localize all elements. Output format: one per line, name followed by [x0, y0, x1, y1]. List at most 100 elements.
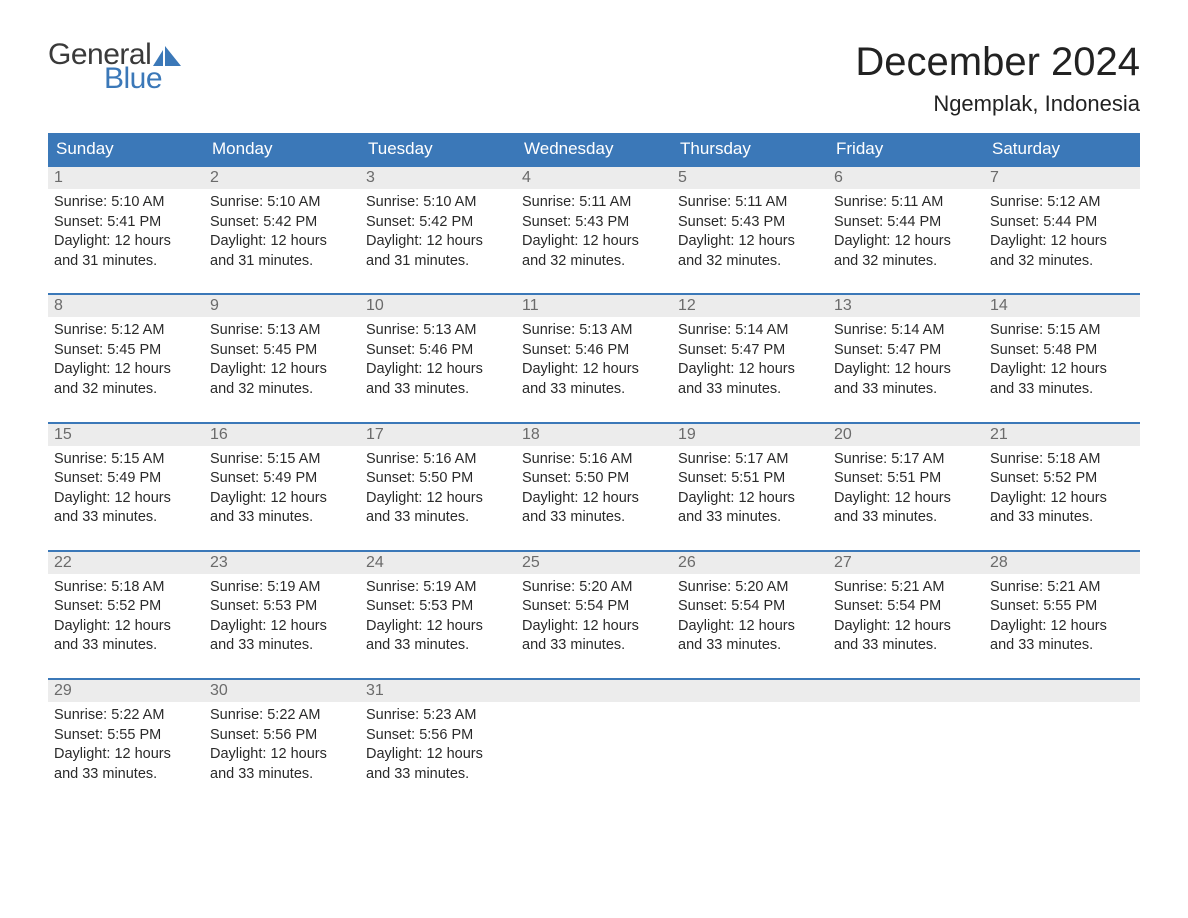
- day-header: Monday: [204, 133, 360, 165]
- daylight-line: Daylight: 12 hours and 32 minutes.: [522, 232, 666, 271]
- sunrise-line: Sunrise: 5:12 AM: [54, 321, 198, 341]
- calendar-cell: 22Sunrise: 5:18 AMSunset: 5:52 PMDayligh…: [48, 552, 204, 664]
- calendar-cell: 1Sunrise: 5:10 AMSunset: 5:41 PMDaylight…: [48, 167, 204, 279]
- day-body: Sunrise: 5:17 AMSunset: 5:51 PMDaylight:…: [828, 446, 984, 536]
- daylight-line: Daylight: 12 hours and 31 minutes.: [366, 232, 510, 271]
- day-number: 23: [204, 552, 360, 574]
- day-body: Sunrise: 5:21 AMSunset: 5:55 PMDaylight:…: [984, 574, 1140, 664]
- calendar-cell: 31Sunrise: 5:23 AMSunset: 5:56 PMDayligh…: [360, 680, 516, 792]
- day-number: 8: [48, 295, 204, 317]
- logo: General Blue: [48, 40, 181, 94]
- sunrise-line: Sunrise: 5:10 AM: [54, 193, 198, 213]
- day-number: 1: [48, 167, 204, 189]
- calendar-cell: 16Sunrise: 5:15 AMSunset: 5:49 PMDayligh…: [204, 424, 360, 536]
- daylight-line: Daylight: 12 hours and 33 minutes.: [366, 745, 510, 784]
- sunrise-line: Sunrise: 5:15 AM: [990, 321, 1134, 341]
- day-number: 30: [204, 680, 360, 702]
- daylight-line: Daylight: 12 hours and 33 minutes.: [678, 617, 822, 656]
- daylight-line: Daylight: 12 hours and 32 minutes.: [54, 360, 198, 399]
- day-body: [984, 702, 1140, 714]
- sunset-line: Sunset: 5:43 PM: [678, 213, 822, 233]
- sunset-line: Sunset: 5:49 PM: [210, 469, 354, 489]
- calendar-cell: 10Sunrise: 5:13 AMSunset: 5:46 PMDayligh…: [360, 295, 516, 407]
- day-number: [516, 680, 672, 702]
- day-body: Sunrise: 5:19 AMSunset: 5:53 PMDaylight:…: [360, 574, 516, 664]
- day-header: Sunday: [48, 133, 204, 165]
- daylight-line: Daylight: 12 hours and 33 minutes.: [834, 489, 978, 528]
- day-number: 28: [984, 552, 1140, 574]
- day-number: 19: [672, 424, 828, 446]
- day-header: Friday: [828, 133, 984, 165]
- day-number: 25: [516, 552, 672, 574]
- sunset-line: Sunset: 5:47 PM: [678, 341, 822, 361]
- daylight-line: Daylight: 12 hours and 33 minutes.: [210, 489, 354, 528]
- daylight-line: Daylight: 12 hours and 33 minutes.: [522, 360, 666, 399]
- calendar-cell: [516, 680, 672, 792]
- month-title: December 2024: [855, 40, 1140, 85]
- header: General Blue December 2024 Ngemplak, Ind…: [48, 40, 1140, 117]
- day-body: Sunrise: 5:13 AMSunset: 5:45 PMDaylight:…: [204, 317, 360, 407]
- sunrise-line: Sunrise: 5:13 AM: [366, 321, 510, 341]
- calendar-cell: 12Sunrise: 5:14 AMSunset: 5:47 PMDayligh…: [672, 295, 828, 407]
- sunrise-line: Sunrise: 5:18 AM: [990, 450, 1134, 470]
- daylight-line: Daylight: 12 hours and 33 minutes.: [990, 489, 1134, 528]
- week-row: 1Sunrise: 5:10 AMSunset: 5:41 PMDaylight…: [48, 165, 1140, 279]
- day-number: 12: [672, 295, 828, 317]
- sunset-line: Sunset: 5:42 PM: [210, 213, 354, 233]
- calendar-cell: 7Sunrise: 5:12 AMSunset: 5:44 PMDaylight…: [984, 167, 1140, 279]
- sunset-line: Sunset: 5:54 PM: [522, 597, 666, 617]
- day-body: Sunrise: 5:22 AMSunset: 5:56 PMDaylight:…: [204, 702, 360, 792]
- calendar-cell: 30Sunrise: 5:22 AMSunset: 5:56 PMDayligh…: [204, 680, 360, 792]
- calendar-cell: 18Sunrise: 5:16 AMSunset: 5:50 PMDayligh…: [516, 424, 672, 536]
- day-number: 17: [360, 424, 516, 446]
- sunrise-line: Sunrise: 5:11 AM: [678, 193, 822, 213]
- day-body: Sunrise: 5:10 AMSunset: 5:42 PMDaylight:…: [360, 189, 516, 279]
- calendar-cell: 2Sunrise: 5:10 AMSunset: 5:42 PMDaylight…: [204, 167, 360, 279]
- day-number: 5: [672, 167, 828, 189]
- day-number: 10: [360, 295, 516, 317]
- day-body: Sunrise: 5:16 AMSunset: 5:50 PMDaylight:…: [516, 446, 672, 536]
- daylight-line: Daylight: 12 hours and 33 minutes.: [366, 489, 510, 528]
- sunrise-line: Sunrise: 5:13 AM: [522, 321, 666, 341]
- day-number: 2: [204, 167, 360, 189]
- daylight-line: Daylight: 12 hours and 33 minutes.: [210, 617, 354, 656]
- day-body: Sunrise: 5:13 AMSunset: 5:46 PMDaylight:…: [516, 317, 672, 407]
- day-number: 15: [48, 424, 204, 446]
- calendar-cell: [984, 680, 1140, 792]
- sunrise-line: Sunrise: 5:22 AM: [210, 706, 354, 726]
- day-number: 22: [48, 552, 204, 574]
- day-number: 7: [984, 167, 1140, 189]
- day-body: Sunrise: 5:21 AMSunset: 5:54 PMDaylight:…: [828, 574, 984, 664]
- day-number: 16: [204, 424, 360, 446]
- daylight-line: Daylight: 12 hours and 33 minutes.: [990, 617, 1134, 656]
- calendar-cell: [672, 680, 828, 792]
- daylight-line: Daylight: 12 hours and 32 minutes.: [990, 232, 1134, 271]
- week-row: 29Sunrise: 5:22 AMSunset: 5:55 PMDayligh…: [48, 678, 1140, 792]
- daylight-line: Daylight: 12 hours and 33 minutes.: [522, 617, 666, 656]
- day-number: 9: [204, 295, 360, 317]
- sunset-line: Sunset: 5:45 PM: [210, 341, 354, 361]
- sunset-line: Sunset: 5:52 PM: [990, 469, 1134, 489]
- calendar-cell: 17Sunrise: 5:16 AMSunset: 5:50 PMDayligh…: [360, 424, 516, 536]
- calendar-cell: 21Sunrise: 5:18 AMSunset: 5:52 PMDayligh…: [984, 424, 1140, 536]
- day-number: 3: [360, 167, 516, 189]
- sunrise-line: Sunrise: 5:12 AM: [990, 193, 1134, 213]
- day-body: Sunrise: 5:20 AMSunset: 5:54 PMDaylight:…: [516, 574, 672, 664]
- day-header: Saturday: [984, 133, 1140, 165]
- sunrise-line: Sunrise: 5:23 AM: [366, 706, 510, 726]
- sunset-line: Sunset: 5:49 PM: [54, 469, 198, 489]
- day-body: Sunrise: 5:18 AMSunset: 5:52 PMDaylight:…: [984, 446, 1140, 536]
- daylight-line: Daylight: 12 hours and 33 minutes.: [522, 489, 666, 528]
- daylight-line: Daylight: 12 hours and 33 minutes.: [54, 489, 198, 528]
- sunset-line: Sunset: 5:54 PM: [678, 597, 822, 617]
- calendar-cell: 24Sunrise: 5:19 AMSunset: 5:53 PMDayligh…: [360, 552, 516, 664]
- sunrise-line: Sunrise: 5:14 AM: [834, 321, 978, 341]
- location-subtitle: Ngemplak, Indonesia: [855, 91, 1140, 117]
- daylight-line: Daylight: 12 hours and 32 minutes.: [678, 232, 822, 271]
- daylight-line: Daylight: 12 hours and 33 minutes.: [54, 617, 198, 656]
- sunrise-line: Sunrise: 5:20 AM: [522, 578, 666, 598]
- sunset-line: Sunset: 5:55 PM: [990, 597, 1134, 617]
- calendar-cell: 23Sunrise: 5:19 AMSunset: 5:53 PMDayligh…: [204, 552, 360, 664]
- day-header: Thursday: [672, 133, 828, 165]
- week-row: 22Sunrise: 5:18 AMSunset: 5:52 PMDayligh…: [48, 550, 1140, 664]
